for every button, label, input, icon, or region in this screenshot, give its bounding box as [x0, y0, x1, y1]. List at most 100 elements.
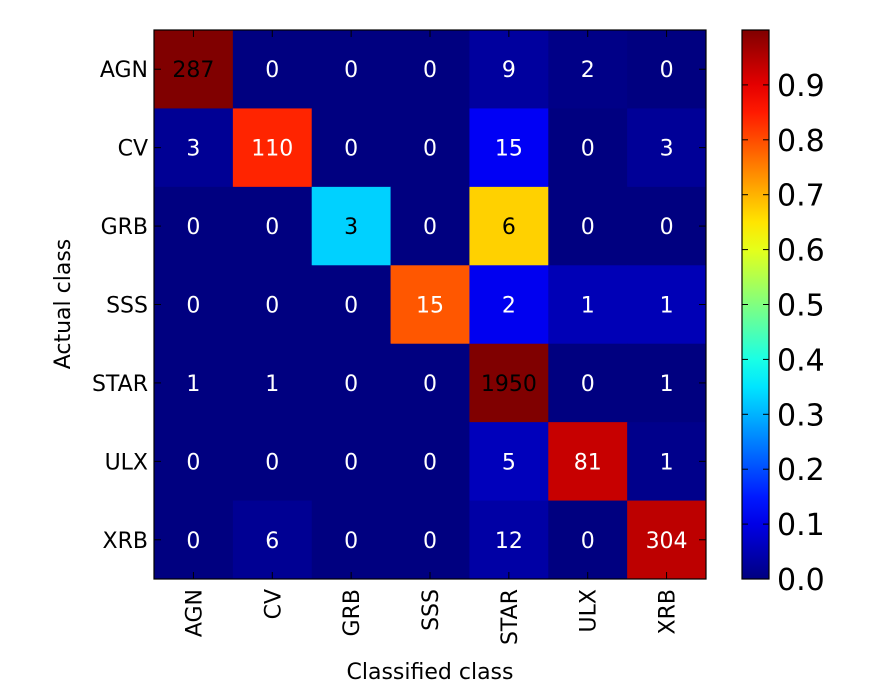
cell-value-label: 1 — [660, 372, 674, 397]
cell-value-label: 6 — [265, 529, 279, 554]
heatmap-cell — [154, 265, 234, 345]
y-axis-ticks: AGN CV GRB SSS STAR ULX XRB — [92, 58, 706, 554]
cell-value-label: 3 — [660, 137, 674, 162]
heatmap-cell — [390, 343, 470, 423]
heatmap-cell — [390, 500, 470, 580]
cell-value-label: 0 — [186, 529, 200, 554]
heatmap-cell — [469, 265, 549, 345]
cell-value-label: 0 — [344, 529, 358, 554]
x-axis-label: Classified class — [347, 660, 514, 685]
heatmap-cell — [469, 186, 549, 266]
cell-value-label: 0 — [423, 215, 437, 240]
heatmap-cell — [469, 343, 549, 423]
colorbar-tick-label: 0.2 — [777, 453, 825, 488]
cell-value-label: 81 — [574, 450, 602, 475]
heatmap-cell — [469, 500, 549, 580]
cell-value-label: 3 — [186, 137, 200, 162]
colorbar-tick-label: 0.8 — [777, 124, 825, 159]
y-tick-label: ULX — [105, 450, 148, 475]
heatmap-cell — [154, 500, 234, 580]
colorbar-tick-label: 0.3 — [777, 398, 825, 433]
x-axis-ticks: AGN CV GRB SSS STAR ULX XRB — [182, 30, 681, 645]
colorbar-tick-label: 0.4 — [777, 343, 825, 378]
x-tick-label: XRB — [656, 589, 681, 634]
heatmap-cell — [627, 108, 707, 188]
heatmap-cell — [311, 343, 392, 423]
cell-value-label: 0 — [344, 294, 358, 319]
heatmap-cell — [311, 265, 392, 345]
heatmap-cell — [311, 422, 392, 502]
heatmap-cell — [390, 265, 470, 345]
cell-value-label: 1 — [581, 294, 595, 319]
heatmap-cells — [154, 30, 707, 580]
heatmap-cell — [311, 30, 392, 109]
cell-value-label: 287 — [172, 58, 214, 83]
y-tick-label: AGN — [100, 58, 148, 83]
heatmap-cell — [311, 500, 392, 580]
heatmap-cell — [627, 30, 707, 109]
cell-value-label: 1 — [660, 294, 674, 319]
cell-value-label: 0 — [186, 215, 200, 240]
heatmap-cell — [232, 500, 313, 580]
heatmap-cell — [154, 30, 234, 109]
cell-value-label: 15 — [416, 294, 444, 319]
heatmap-cell — [390, 422, 470, 502]
colorbar-tick-label: 0.5 — [777, 289, 825, 324]
cell-value-label: 12 — [495, 529, 523, 554]
y-tick-label: XRB — [103, 529, 148, 554]
y-tick-label: STAR — [92, 372, 148, 397]
cell-value-label: 0 — [581, 529, 595, 554]
cell-value-label: 0 — [423, 372, 437, 397]
cell-value-label: 0 — [581, 215, 595, 240]
cell-value-label: 2 — [581, 58, 595, 83]
cell-value-label: 0 — [423, 137, 437, 162]
heatmap-cell — [390, 186, 470, 266]
heatmap-cell — [232, 30, 313, 109]
heatmap-cell — [548, 343, 628, 423]
cell-value-label: 1 — [186, 372, 200, 397]
colorbar-tick-label: 0.0 — [777, 563, 825, 598]
heatmap-cell — [154, 186, 234, 266]
colorbar-tick-label: 0.1 — [777, 508, 825, 543]
heatmap-cell — [232, 422, 313, 502]
cell-value-label: 0 — [265, 294, 279, 319]
heatmap-cell — [627, 186, 707, 266]
heatmap-cell — [390, 108, 470, 188]
colorbar-tick-label: 0.9 — [777, 69, 825, 104]
cell-value-label: 0 — [581, 137, 595, 162]
cell-value-label: 9 — [502, 58, 516, 83]
heatmap-cell — [627, 343, 707, 423]
colorbar-tick-label: 0.7 — [777, 179, 825, 214]
heatmap-cell — [390, 30, 470, 109]
cell-value-label: 110 — [251, 137, 293, 162]
cell-value-label: 1 — [265, 372, 279, 397]
cell-value-label: 6 — [502, 215, 516, 240]
cell-value-label: 3 — [344, 215, 358, 240]
cell-value-label: 0 — [265, 450, 279, 475]
colorbar-tick-label: 0.6 — [777, 234, 825, 269]
y-tick-label: SSS — [106, 294, 148, 319]
cell-value-label: 5 — [502, 450, 516, 475]
cell-value-label: 0 — [660, 215, 674, 240]
heatmap-cell — [311, 108, 392, 188]
heatmap-cell — [548, 108, 628, 188]
heatmap-cell — [232, 108, 313, 188]
heatmap-cell — [548, 30, 628, 109]
colorbar: 0.0 0.1 0.2 0.3 0.4 0.5 0.6 0.7 0.8 0.9 — [741, 29, 825, 598]
cell-value-label: 0 — [186, 294, 200, 319]
heatmap-cell — [232, 186, 313, 266]
cell-value-label: 0 — [423, 529, 437, 554]
cell-value-label: 0 — [265, 58, 279, 83]
cell-value-label: 0 — [423, 58, 437, 83]
cell-value-label: 15 — [495, 137, 523, 162]
heatmap-cell — [548, 500, 628, 580]
cell-value-label: 304 — [646, 529, 688, 554]
cell-value-label: 1 — [660, 450, 674, 475]
cell-value-label: 0 — [344, 450, 358, 475]
cell-value-label: 0 — [344, 58, 358, 83]
heatmap-cell — [627, 500, 707, 580]
heatmap-cell — [469, 30, 549, 109]
heatmap-cell — [627, 422, 707, 502]
heatmap-cell-labels: 287 0 0 0 9 2 03 110 0 0 15 0 30 0 3 0 6 0 00 0 0 15 2 1 11 1 0 0 19… — [172, 58, 687, 554]
